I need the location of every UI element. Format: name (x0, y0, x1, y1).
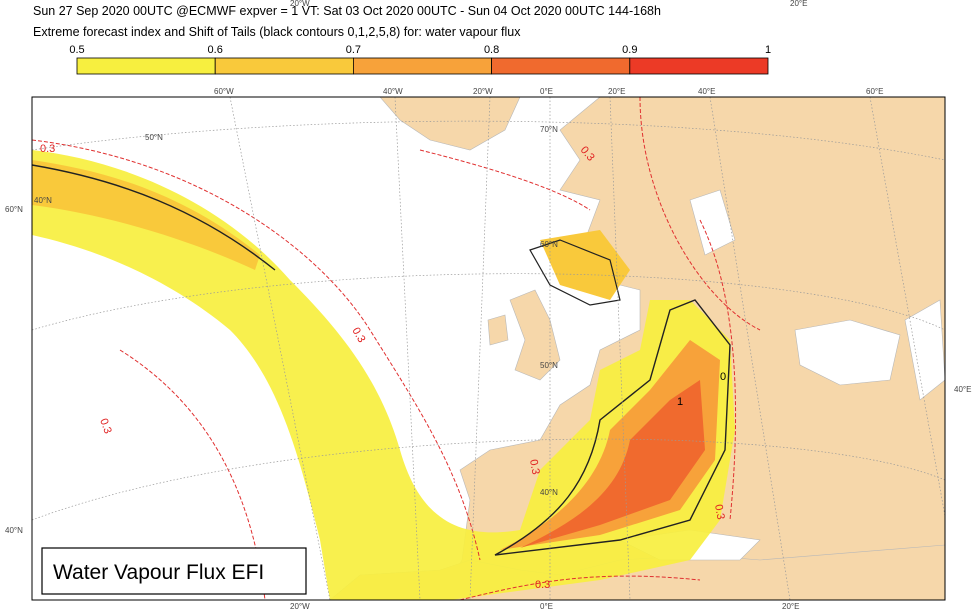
colorbar-segment (491, 57, 631, 75)
colorbar-tick-label: 0.6 (208, 44, 223, 56)
colorbar-segment (214, 57, 354, 75)
contour-label: 0.3 (40, 143, 55, 155)
inland-sea (619, 189, 945, 561)
graticule (32, 97, 945, 600)
efi-contour (32, 97, 761, 600)
colorbar: 0.5 0.6 0.7 0.8 0.9 1 (69, 44, 771, 75)
graticule-label: 20°W (290, 602, 310, 611)
efi-area (540, 230, 630, 300)
graticule-label: 20°E (782, 602, 799, 611)
colorbar-segment (629, 57, 769, 75)
colorbar-tick-label: 0.8 (484, 44, 499, 56)
label-box (41, 547, 307, 595)
sot-contour (529, 239, 621, 306)
graticule-label: 20°W (290, 0, 310, 8)
sot-contour (32, 164, 276, 271)
land (379, 97, 521, 151)
graticule-label: 40°W (383, 87, 403, 96)
sot-contour (494, 299, 731, 556)
contour-label: 0.3 (535, 579, 550, 591)
colorbar-segment (76, 57, 216, 75)
graticule-label: 40°N (540, 488, 558, 497)
graticule-label: 40°E (698, 87, 715, 96)
contour-label: 1 (677, 396, 683, 408)
efi-area (520, 380, 705, 548)
map: 0.3 0.3 0.3 0.3 0.3 0.3 0 1 0.3 (32, 97, 945, 600)
graticule-label: 0°E (540, 602, 553, 611)
colorbar-tick-label: 1 (765, 44, 771, 56)
graticule-label: 60°W (214, 87, 234, 96)
colorbar-segment (352, 57, 492, 75)
graticule-label: 20°W (473, 87, 493, 96)
colorbar-tick-label: 0.9 (622, 44, 637, 56)
graticule-label: 70°N (540, 125, 558, 134)
graticule-label: 20°E (790, 0, 807, 8)
graticule-label: 40°N (34, 196, 52, 205)
graticule-label: 40°N (5, 526, 23, 535)
map-frame (31, 96, 946, 601)
graticule-label: 50°N (540, 361, 558, 370)
graticule-label: 40°E (954, 385, 971, 394)
contour-label: 0.3 (712, 503, 726, 520)
graticule-label: 60°N (5, 205, 23, 214)
contour-label: 0 (720, 371, 726, 383)
label-box-text: Water Vapour Flux EFI (53, 561, 264, 584)
graticule-label: 20°E (608, 87, 625, 96)
graticule-label: 60°E (866, 87, 883, 96)
colorbar-tick-label: 0.7 (346, 44, 361, 56)
graticule-label: 0°E (540, 87, 553, 96)
header-line: Extreme forecast index and Shift of Tail… (33, 25, 521, 39)
colorbar-tick-label: 0.5 (69, 44, 84, 56)
efi-area (32, 150, 735, 600)
graticule-label: 50°N (145, 133, 163, 142)
contour-label: 0.3 (527, 458, 541, 475)
efi-area (32, 160, 260, 270)
contour-label: 0.3 (97, 417, 114, 435)
graticule-label: 60°N (540, 240, 558, 249)
header-line: Sun 27 Sep 2020 00UTC @ECMWF expver = 1 … (33, 4, 661, 18)
